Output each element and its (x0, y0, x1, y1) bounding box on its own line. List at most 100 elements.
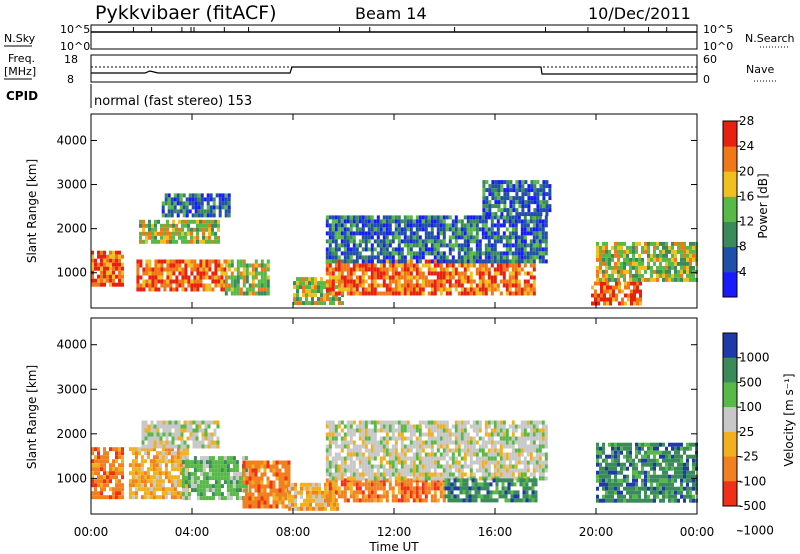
data-cell (608, 273, 611, 278)
data-cell (686, 265, 689, 270)
data-cell (382, 259, 386, 264)
data-cell (334, 231, 338, 236)
data-cell (656, 269, 659, 274)
data-cell (334, 219, 338, 224)
data-cell (388, 223, 392, 228)
data-cell (635, 454, 638, 459)
data-cell (190, 235, 193, 240)
data-cell (427, 436, 431, 441)
data-cell (397, 275, 401, 280)
data-cell (665, 273, 668, 278)
data-cell (623, 474, 626, 479)
data-cell (248, 287, 252, 292)
data-cell (163, 223, 166, 228)
data-cell (487, 424, 491, 429)
data-cell (328, 472, 332, 477)
data-cell (140, 483, 144, 488)
data-cell (220, 492, 224, 497)
data-cell (153, 444, 157, 449)
data-cell (535, 219, 539, 224)
data-cell (199, 219, 202, 224)
data-cell (516, 478, 520, 483)
data-cell (514, 456, 518, 461)
data-cell (179, 451, 183, 456)
data-cell (254, 480, 258, 485)
data-cell (617, 257, 620, 262)
data-cell (109, 479, 112, 484)
data-cell (436, 287, 440, 292)
data-cell (638, 486, 641, 491)
data-cell (466, 448, 470, 453)
data-cell (331, 472, 335, 477)
data-cell (288, 494, 291, 499)
data-cell (346, 283, 350, 288)
data-cell (412, 223, 416, 228)
data-cell (451, 440, 455, 445)
data-cell (94, 262, 97, 267)
data-cell (184, 279, 188, 284)
data-cell (641, 446, 644, 451)
data-cell (364, 444, 368, 449)
data-cell (507, 486, 511, 491)
data-cell (379, 263, 383, 268)
data-cell (406, 456, 410, 461)
data-cell (118, 479, 121, 484)
data-cell (620, 269, 623, 274)
data-cell (320, 297, 323, 302)
data-cell (448, 247, 452, 252)
data-cell (523, 448, 527, 453)
data-cell (608, 490, 611, 495)
data-cell (355, 215, 359, 220)
data-cell (457, 259, 461, 264)
data-cell (208, 239, 211, 244)
data-cell (118, 495, 121, 500)
data-cell (281, 488, 285, 493)
data-cell (164, 447, 168, 452)
data-cell (178, 219, 181, 224)
data-cell (340, 267, 344, 272)
data-cell (248, 472, 252, 477)
data-cell (409, 486, 413, 491)
data-cell (207, 424, 211, 429)
data-cell (242, 472, 246, 477)
data-cell (442, 452, 446, 457)
data-cell (158, 467, 162, 472)
data-cell (493, 231, 497, 236)
data-cell (538, 223, 542, 228)
data-cell (526, 259, 530, 264)
data-cell (385, 239, 389, 244)
data-cell (608, 470, 611, 475)
data-cell (172, 231, 175, 236)
data-cell (254, 259, 258, 264)
data-cell (535, 231, 539, 236)
data-cell (508, 283, 512, 288)
data-cell (254, 484, 258, 489)
data-cell (206, 213, 210, 218)
data-cell (91, 479, 94, 484)
data-cell (340, 251, 344, 256)
data-cell (115, 455, 118, 460)
data-cell (653, 253, 656, 258)
data-cell (121, 451, 124, 456)
data-cell (689, 245, 692, 250)
data-cell (605, 498, 608, 503)
data-cell (626, 442, 629, 447)
data-cell (686, 249, 689, 254)
data-cell (433, 255, 437, 260)
data-cell (217, 492, 221, 497)
data-cell (469, 247, 473, 252)
data-cell (367, 223, 371, 228)
data-cell (391, 472, 395, 477)
data-cell (481, 271, 485, 276)
data-cell (328, 275, 332, 280)
data-cell (245, 496, 249, 501)
data-cell (148, 223, 151, 228)
data-cell (385, 444, 389, 449)
data-cell (499, 464, 503, 469)
data-cell (478, 460, 482, 465)
data-cell (484, 291, 488, 296)
data-cell (614, 482, 617, 487)
data-cell (257, 271, 261, 276)
data-cell (373, 448, 377, 453)
data-cell (466, 452, 470, 457)
